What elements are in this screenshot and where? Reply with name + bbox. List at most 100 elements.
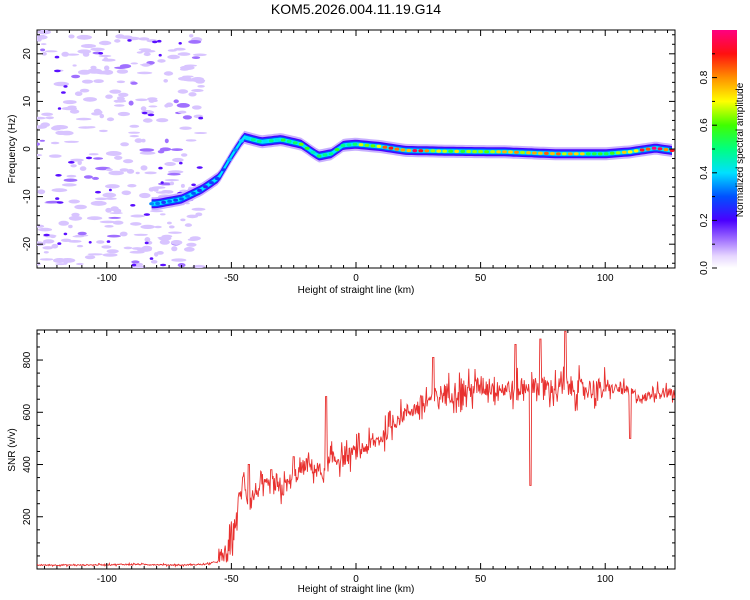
noise-blob bbox=[136, 51, 143, 54]
ridge-point bbox=[454, 149, 460, 153]
ridge-point bbox=[442, 149, 448, 153]
ytick-label: 10 bbox=[22, 95, 33, 107]
ridge-point bbox=[591, 152, 597, 156]
noise-blob bbox=[178, 76, 192, 81]
ridge-point bbox=[502, 150, 507, 154]
noise-blob bbox=[108, 170, 124, 176]
ridge-point bbox=[316, 154, 322, 158]
noise-blob bbox=[109, 89, 122, 94]
noise-blob bbox=[105, 94, 113, 99]
noise-blob bbox=[169, 181, 175, 186]
ridge-point bbox=[466, 149, 471, 154]
noise-blob bbox=[128, 131, 141, 134]
noise-blob bbox=[62, 100, 77, 105]
noise-blob bbox=[150, 260, 158, 264]
ridge-point bbox=[376, 144, 382, 148]
noise-blob bbox=[130, 214, 145, 218]
noise-blob bbox=[94, 197, 108, 201]
noise-blob bbox=[193, 53, 207, 57]
noise-blob bbox=[43, 239, 55, 244]
ridge-point bbox=[256, 139, 262, 143]
noise-blob bbox=[102, 69, 114, 75]
noise-blob bbox=[153, 187, 159, 192]
noise-blob bbox=[117, 111, 130, 117]
noise-blob bbox=[134, 138, 143, 143]
noise-peak bbox=[63, 232, 68, 236]
snr-line-layer bbox=[37, 330, 675, 568]
noise-blob bbox=[43, 251, 49, 254]
noise-blob bbox=[40, 48, 46, 52]
noise-blob bbox=[140, 224, 155, 229]
ridge-point bbox=[526, 151, 531, 155]
noise-blob bbox=[167, 221, 172, 225]
ridge-point bbox=[239, 139, 244, 143]
xtick-label: -50 bbox=[224, 273, 239, 284]
snr-xtick-label: 0 bbox=[353, 574, 359, 585]
noise-blob bbox=[114, 66, 127, 70]
noise-blob bbox=[37, 154, 43, 157]
noise-blob bbox=[117, 96, 125, 102]
noise-blob bbox=[141, 138, 146, 143]
noise-blob bbox=[192, 264, 206, 268]
noise-blob bbox=[184, 223, 192, 227]
noise-blob bbox=[191, 89, 204, 92]
noise-blob bbox=[106, 117, 115, 122]
noise-blob bbox=[141, 63, 151, 67]
noise-blob bbox=[61, 51, 69, 57]
ridge-point bbox=[149, 202, 155, 206]
noise-blob bbox=[167, 54, 180, 60]
noise-blob bbox=[104, 225, 114, 228]
noise-peak bbox=[98, 52, 104, 55]
ridge-point bbox=[460, 149, 466, 153]
noise-blob bbox=[55, 130, 67, 135]
noise-blob bbox=[87, 253, 104, 256]
noise-blob bbox=[52, 125, 69, 130]
noise-blob bbox=[53, 258, 67, 263]
noise-blob bbox=[80, 44, 97, 48]
noise-blob bbox=[121, 190, 132, 196]
noise-blob bbox=[130, 222, 142, 226]
noise-blob bbox=[139, 151, 156, 155]
ridge-point bbox=[615, 151, 621, 155]
noise-blob bbox=[159, 213, 166, 216]
noise-blob bbox=[197, 85, 205, 88]
noise-blob bbox=[173, 47, 186, 51]
noise-blob bbox=[105, 184, 120, 189]
ridge-point bbox=[544, 151, 549, 155]
noise-blob bbox=[116, 80, 126, 84]
ridge-point bbox=[322, 153, 328, 157]
ridge-point bbox=[567, 152, 573, 156]
ridge-point bbox=[364, 143, 370, 147]
noise-peak bbox=[149, 257, 154, 260]
noise-blob bbox=[187, 238, 199, 241]
noise-blob bbox=[41, 112, 54, 117]
noise-blob bbox=[147, 97, 158, 101]
noise-blob bbox=[164, 162, 176, 166]
noise-blob bbox=[156, 251, 164, 255]
noise-blob bbox=[81, 79, 94, 84]
noise-blob bbox=[114, 155, 123, 160]
noise-blob bbox=[168, 231, 182, 234]
noise-blob bbox=[76, 262, 84, 266]
snr-xtick-label: -50 bbox=[224, 574, 239, 585]
noise-blob bbox=[37, 142, 40, 146]
noise-peak bbox=[54, 69, 61, 73]
noise-blob bbox=[186, 214, 199, 219]
ridge-point bbox=[621, 150, 627, 154]
noise-blob bbox=[105, 151, 122, 156]
noise-blob bbox=[69, 109, 80, 114]
ridge-point bbox=[651, 146, 657, 150]
noise-blob bbox=[188, 40, 202, 44]
ridge-point bbox=[161, 200, 167, 204]
noise-blob bbox=[157, 150, 165, 154]
ridge-point bbox=[250, 138, 256, 142]
ridge-point bbox=[233, 148, 238, 152]
spectrogram-ylabel: Frequency (Hz) bbox=[7, 115, 18, 184]
colorbar-tick-label: 0.2 bbox=[699, 213, 710, 227]
noise-blob bbox=[135, 98, 148, 102]
ridge-point bbox=[627, 150, 633, 154]
colorbar-ticks: 0.0 0.2 0.4 0.6 0.8 bbox=[699, 53, 717, 275]
noise-blob bbox=[114, 104, 125, 107]
noise-peak bbox=[160, 181, 164, 184]
